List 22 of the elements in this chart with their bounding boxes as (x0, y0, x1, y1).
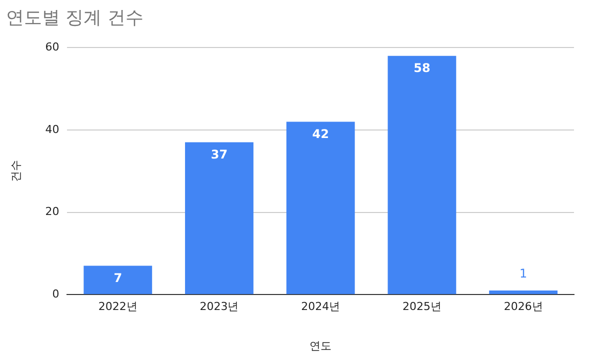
y-tick-label: 60 (45, 40, 60, 54)
x-axis-title: 연도 (310, 339, 332, 352)
bar (185, 142, 254, 294)
x-tick-label: 2024년 (301, 300, 340, 314)
bar (286, 122, 355, 294)
x-tick-label: 2025년 (402, 300, 442, 314)
x-tick-label: 2022년 (98, 300, 138, 314)
y-axis-title: 건수 (9, 160, 22, 182)
y-tick-label: 20 (45, 205, 60, 218)
y-tick-label: 40 (45, 122, 60, 136)
x-tick-label: 2023년 (200, 300, 239, 314)
data-label: 42 (312, 126, 329, 141)
chart-title: 연도별 징계 건수 (6, 7, 144, 28)
y-tick-label: 0 (52, 287, 60, 300)
bar (388, 56, 456, 294)
bar (489, 290, 558, 294)
data-label: 7 (114, 270, 122, 285)
data-label: 58 (414, 60, 430, 75)
x-tick-label: 2026년 (504, 300, 543, 314)
bar (84, 266, 152, 294)
data-label: 1 (520, 266, 528, 281)
data-label: 37 (210, 147, 228, 162)
